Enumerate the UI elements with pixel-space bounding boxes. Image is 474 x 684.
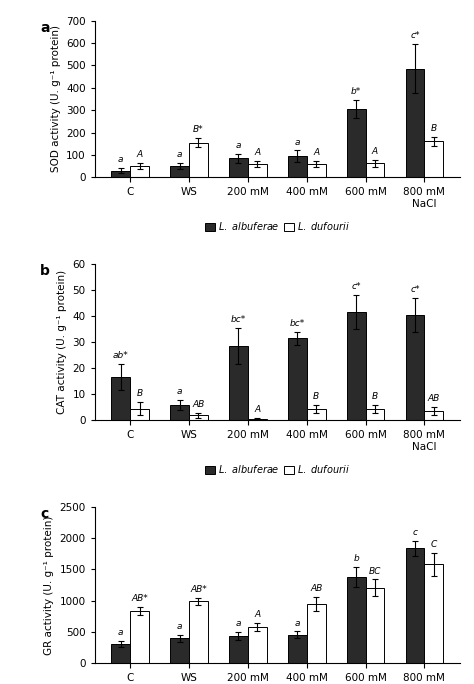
Bar: [229, 636, 248, 663]
Text: a: a: [294, 618, 300, 627]
Text: C: C: [431, 540, 437, 549]
Text: a: a: [294, 137, 300, 146]
Bar: [130, 611, 149, 663]
Bar: [111, 170, 130, 177]
Text: a: a: [236, 141, 241, 150]
Text: a: a: [236, 619, 241, 628]
Text: BC: BC: [369, 566, 381, 575]
Bar: [229, 158, 248, 177]
Bar: [424, 564, 443, 663]
Text: A: A: [372, 147, 378, 156]
Bar: [288, 338, 307, 421]
Bar: [189, 601, 208, 663]
Text: B*: B*: [193, 125, 204, 134]
Text: c*: c*: [410, 31, 419, 40]
Bar: [170, 405, 189, 421]
Bar: [229, 346, 248, 421]
Text: a: a: [40, 21, 50, 34]
Bar: [170, 638, 189, 663]
Bar: [130, 166, 149, 177]
Text: AB*: AB*: [190, 585, 207, 594]
Text: c: c: [40, 507, 48, 521]
Bar: [189, 143, 208, 177]
Text: bc*: bc*: [290, 319, 305, 328]
Text: a: a: [118, 155, 124, 164]
Bar: [307, 408, 326, 421]
Text: a: a: [177, 386, 182, 395]
Text: c*: c*: [410, 285, 419, 293]
Text: ab*: ab*: [113, 352, 128, 360]
Text: A: A: [137, 150, 143, 159]
Text: a: a: [118, 628, 124, 637]
Bar: [406, 548, 424, 663]
Bar: [406, 315, 424, 421]
Bar: [248, 627, 267, 663]
Text: bc*: bc*: [231, 315, 246, 324]
Bar: [288, 635, 307, 663]
Text: AB: AB: [428, 395, 440, 404]
Bar: [307, 164, 326, 177]
Text: b*: b*: [351, 87, 361, 96]
Bar: [130, 408, 149, 421]
Bar: [346, 109, 365, 177]
Text: B: B: [431, 124, 437, 133]
Bar: [424, 411, 443, 421]
Text: AB: AB: [192, 399, 205, 408]
Bar: [365, 163, 384, 177]
Bar: [111, 644, 130, 663]
Bar: [365, 588, 384, 663]
Text: c: c: [412, 527, 418, 537]
Text: B: B: [137, 389, 143, 398]
Text: c*: c*: [351, 282, 361, 291]
Bar: [248, 164, 267, 177]
Bar: [406, 68, 424, 177]
Bar: [307, 604, 326, 663]
Text: A: A: [313, 148, 319, 157]
Text: b: b: [40, 263, 50, 278]
Bar: [365, 408, 384, 421]
Text: b: b: [353, 554, 359, 563]
Text: A: A: [254, 148, 260, 157]
Text: B: B: [372, 392, 378, 401]
Legend: $\it{L.}$ $\it{albuferae}$, $\it{L.}$ $\it{dufourii}$: $\it{L.}$ $\it{albuferae}$, $\it{L.}$ $\…: [205, 463, 349, 475]
Text: A: A: [254, 406, 260, 415]
Text: a: a: [177, 150, 182, 159]
Bar: [248, 419, 267, 421]
Bar: [346, 312, 365, 421]
Y-axis label: SOD activity (U. g⁻¹ protein): SOD activity (U. g⁻¹ protein): [51, 25, 61, 172]
Bar: [111, 378, 130, 421]
Text: AB: AB: [310, 584, 322, 593]
Bar: [288, 156, 307, 177]
Text: a: a: [177, 622, 182, 631]
Bar: [346, 577, 365, 663]
Legend: $\it{L.}$ $\it{albuferae}$, $\it{L.}$ $\it{dufourii}$: $\it{L.}$ $\it{albuferae}$, $\it{L.}$ $\…: [205, 220, 349, 232]
Bar: [189, 415, 208, 421]
Bar: [170, 166, 189, 177]
Y-axis label: GR activity (U. g⁻¹ protein): GR activity (U. g⁻¹ protein): [44, 515, 54, 655]
Text: AB*: AB*: [131, 594, 148, 603]
Text: B: B: [313, 392, 319, 401]
Bar: [424, 142, 443, 177]
Text: A: A: [254, 610, 260, 620]
Y-axis label: CAT activity (U. g⁻¹ protein): CAT activity (U. g⁻¹ protein): [57, 270, 67, 414]
